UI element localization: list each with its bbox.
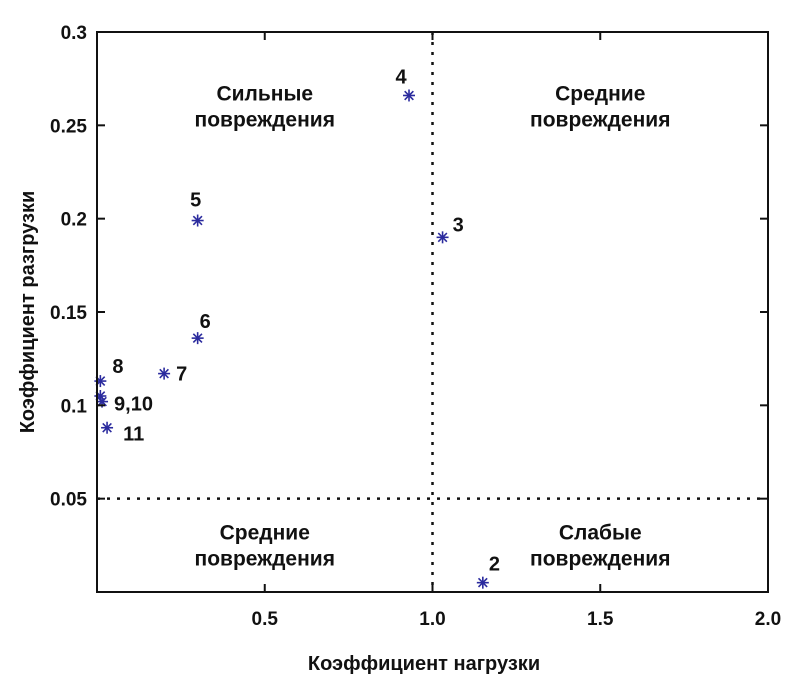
region-label-line1: Средние <box>555 83 645 106</box>
data-point-label: 11 <box>123 424 144 446</box>
x-tick-label: 0.5 <box>252 609 279 630</box>
reference-lines <box>97 32 768 592</box>
x-tick-label: 1.5 <box>587 609 614 630</box>
data-point-label: 5 <box>190 190 201 212</box>
region-labels: Сильные повреждения Средние повреждения Сред… <box>195 83 671 571</box>
y-tick-label: 0.1 <box>61 396 88 417</box>
region-label-line1: Сильные <box>216 83 313 106</box>
region-label-line1: Слабые <box>559 521 642 544</box>
data-point-label: 3 <box>453 214 464 236</box>
region-label-line2: повреждения <box>530 109 670 132</box>
y-tick-label: 0.15 <box>50 303 87 324</box>
y-tick-label: 0.2 <box>61 210 87 231</box>
data-point-marker <box>403 89 416 102</box>
data-point-label: 7 <box>176 364 187 386</box>
data-point-marker <box>476 576 489 589</box>
x-tick-label: 1.0 <box>419 609 445 630</box>
y-tick-label: 0.05 <box>50 490 87 511</box>
x-axis-label: Коэффициент нагрузки <box>308 653 540 675</box>
data-point-marker <box>191 214 204 227</box>
y-tick-label: 0.3 <box>61 23 87 44</box>
x-tick-label: 2.0 <box>755 609 781 630</box>
data-point-marker <box>158 367 171 380</box>
y-tick-label: 0.25 <box>50 116 87 137</box>
data-point-label: 8 <box>112 356 123 378</box>
data-points: 2 3 4 5 6 7 8 9,10 11 <box>94 66 500 589</box>
data-point-marker <box>436 231 449 244</box>
data-point-label: 2 <box>489 554 500 576</box>
region-label-line2: повреждения <box>195 109 335 132</box>
plot-frame <box>96 31 769 593</box>
region-label-line2: повреждения <box>530 547 670 570</box>
data-point-marker <box>191 332 204 345</box>
y-axis-label: Коэффициент разгрузки <box>17 191 39 434</box>
data-point-label: 9,10 <box>114 394 153 416</box>
data-point-label: 4 <box>395 66 407 88</box>
region-label-line1: Средние <box>220 521 310 544</box>
data-point-label: 6 <box>200 311 211 333</box>
region-label-line2: повреждения <box>195 547 335 570</box>
data-point-marker <box>101 421 114 434</box>
axis-ticks: 0.5 1.0 1.5 2.0 0.05 0.1 0.15 0.2 0.25 0.3 <box>50 23 781 630</box>
